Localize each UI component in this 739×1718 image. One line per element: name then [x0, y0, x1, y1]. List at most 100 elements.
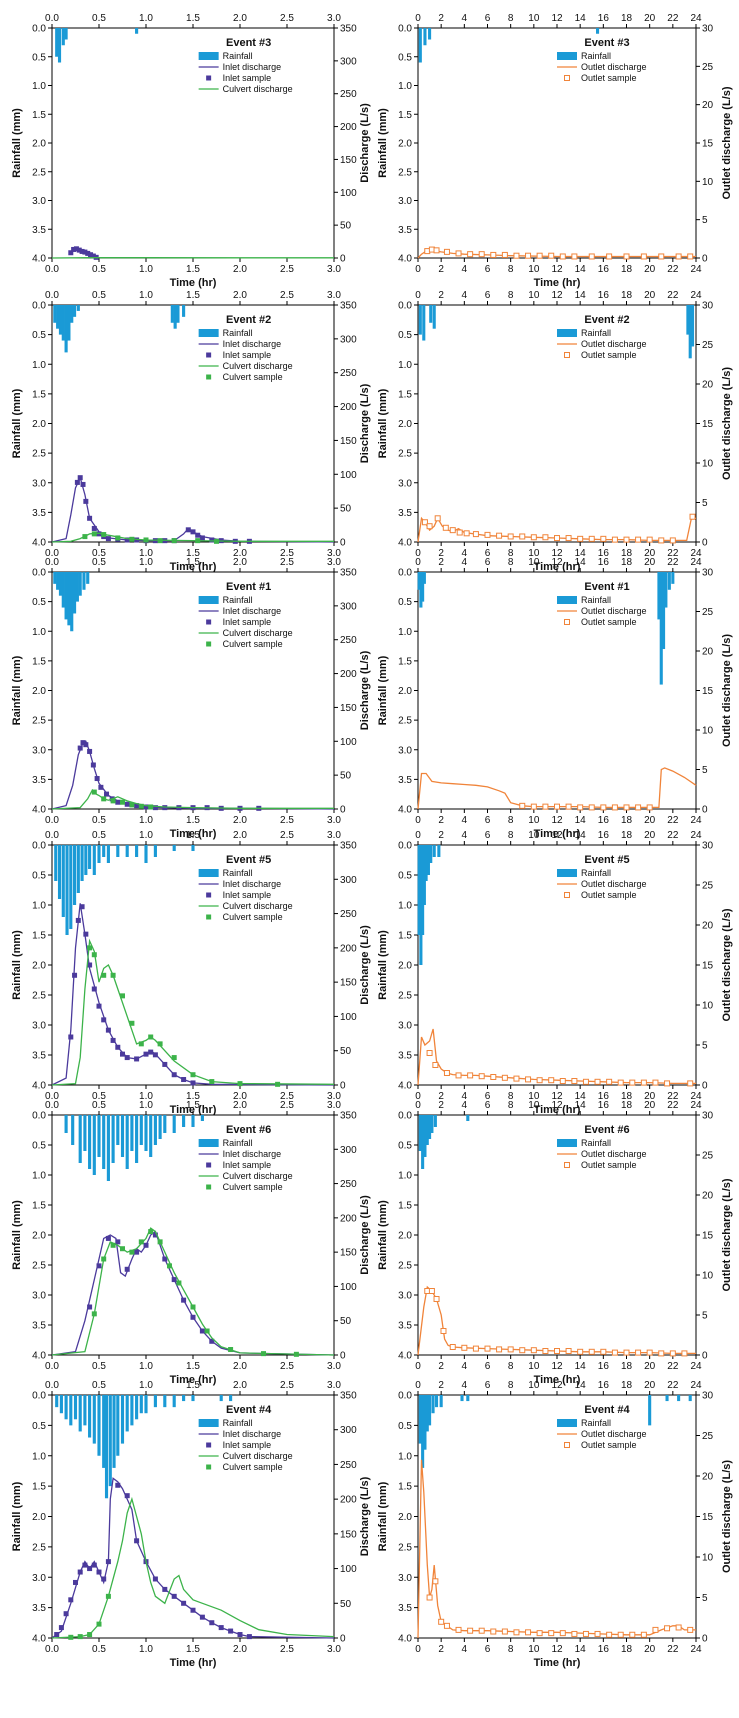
legend-key-marker — [565, 893, 570, 898]
legend-label: Outlet discharge — [581, 339, 647, 349]
sample-point-inlet — [200, 1615, 205, 1620]
rainfall-bar — [65, 845, 68, 935]
sample-point-outlet — [450, 528, 455, 533]
sample-point-inlet — [125, 1267, 130, 1272]
q-tick-label: 0 — [702, 1351, 708, 1362]
rain-tick-label: 1.5 — [32, 389, 46, 400]
sample-point-outlet — [578, 1349, 583, 1354]
rainfall-bar — [73, 305, 76, 317]
x-tick-label: 6 — [485, 1361, 491, 1372]
x-tick-label-top: 2 — [438, 1100, 444, 1111]
x-tick-label: 10 — [528, 815, 540, 826]
rain-tick-label: 4.0 — [32, 254, 46, 265]
rainfall-bar — [665, 1395, 668, 1401]
x-tick-label: 0.5 — [92, 815, 106, 826]
x-tick-label-top: 10 — [528, 1380, 540, 1391]
rain-tick-label: 2.5 — [398, 991, 412, 1002]
x-tick-label: 10 — [528, 1644, 540, 1655]
q-tick-label: 200 — [340, 122, 357, 133]
sample-point-inlet — [64, 1611, 69, 1616]
rain-tick-label: 3.5 — [398, 1603, 412, 1614]
rainfall-bar — [144, 845, 147, 863]
x-tick-label-top: 12 — [551, 830, 563, 841]
rainfall-bar — [93, 1115, 96, 1175]
sample-point-inlet — [148, 1050, 153, 1055]
sample-point-outlet — [485, 532, 490, 537]
sample-point-outlet — [659, 254, 664, 259]
sample-point-outlet — [473, 1346, 478, 1351]
sample-point-outlet — [520, 534, 525, 539]
x-tick-label: 2.5 — [280, 1644, 294, 1655]
y-axis-label-right: Outlet discharge (L/s) — [721, 86, 733, 199]
rain-tick-label: 0.5 — [398, 330, 412, 341]
q-tick-label: 150 — [340, 436, 357, 447]
event-title: Event #4 — [584, 1404, 630, 1416]
rain-tick-label: 0.5 — [32, 597, 46, 608]
rainfall-bar — [55, 1395, 58, 1407]
sample-point-outlet — [659, 538, 664, 543]
x-tick-label: 4 — [462, 264, 468, 275]
series-line-inlet — [52, 903, 334, 1085]
plot-frame — [52, 305, 334, 542]
rainfall-bar — [140, 1115, 143, 1145]
sample-point-outlet — [607, 254, 612, 259]
event-title: Event #6 — [226, 1124, 271, 1136]
q-tick-label: 250 — [340, 1179, 357, 1190]
sample-point-culvert — [261, 1351, 266, 1356]
q-tick-label: 20 — [702, 100, 714, 111]
rainfall-bar — [201, 1115, 204, 1121]
q-tick-label: 50 — [340, 771, 352, 782]
sample-point-inlet — [247, 1634, 252, 1639]
q-tick-label: 0 — [340, 254, 346, 265]
sample-point-inlet — [111, 1038, 116, 1043]
x-tick-label: 24 — [690, 1361, 702, 1372]
sample-point-outlet — [641, 1080, 646, 1085]
x-tick-label-top: 24 — [690, 290, 702, 301]
sample-point-inlet — [87, 1566, 92, 1571]
x-tick-label: 0.5 — [92, 264, 106, 275]
sample-point-culvert — [148, 1035, 153, 1040]
q-tick-label: 50 — [340, 1316, 352, 1327]
rainfall-bar — [466, 1115, 469, 1121]
sample-point-outlet — [555, 804, 560, 809]
sample-point-outlet — [601, 1349, 606, 1354]
sample-point-outlet — [583, 1079, 588, 1084]
sample-point-inlet — [238, 1632, 243, 1637]
x-tick-label-top: 20 — [644, 1100, 656, 1111]
rainfall-bar — [77, 305, 80, 311]
rain-tick-label: 1.0 — [398, 1451, 412, 1462]
rain-tick-label: 2.0 — [32, 686, 46, 697]
sample-point-culvert — [101, 796, 106, 801]
x-tick-label-top: 10 — [528, 557, 540, 568]
x-tick-label-top: 14 — [575, 557, 587, 568]
q-tick-label: 20 — [702, 1472, 714, 1483]
q-tick-label: 100 — [340, 1282, 357, 1293]
legend-label: Culvert discharge — [223, 901, 293, 911]
x-tick-label: 20 — [644, 1644, 656, 1655]
q-tick-label: 30 — [702, 24, 714, 35]
sample-point-outlet — [526, 1630, 531, 1635]
sample-point-outlet — [589, 536, 594, 541]
x-axis-label: Time (hr) — [170, 1657, 217, 1669]
sample-point-outlet — [659, 1351, 664, 1356]
q-tick-label: 350 — [340, 1111, 357, 1122]
y-axis-label-left: Rainfall (mm) — [377, 1200, 389, 1270]
event-title: Event #2 — [584, 314, 629, 326]
rainfall-bar — [423, 28, 426, 45]
y-axis-label-left: Rainfall (mm) — [377, 655, 389, 725]
series-line-culvert — [52, 1228, 334, 1355]
rain-tick-label: 3.0 — [32, 1021, 46, 1032]
rain-tick-label: 3.0 — [398, 196, 412, 207]
sample-point-outlet — [560, 1079, 565, 1084]
plot-frame — [418, 305, 696, 542]
legend-label: Culvert sample — [223, 1462, 283, 1472]
x-tick-label-top: 0 — [415, 830, 421, 841]
y-axis-label-right: Discharge (L/s) — [359, 1476, 371, 1556]
rainfall-bar — [97, 845, 100, 863]
rainfall-bar — [79, 572, 82, 596]
x-tick-label-top: 12 — [551, 1380, 563, 1391]
legend-label: Culvert discharge — [223, 1451, 293, 1461]
sample-point-culvert — [129, 1021, 134, 1026]
legend-label: Outlet sample — [581, 1160, 637, 1170]
